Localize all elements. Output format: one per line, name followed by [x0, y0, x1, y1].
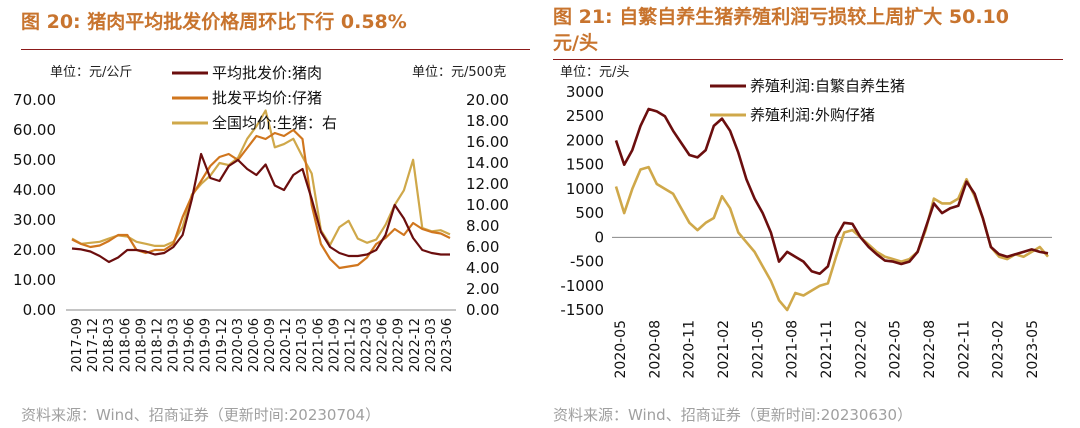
x-tick-label: 2022-02	[853, 320, 869, 379]
series-line-self	[614, 107, 1049, 275]
right-series	[614, 107, 1049, 312]
x-tick-label: 2019-03	[167, 318, 182, 372]
x-tick-label: 2020-09	[263, 318, 278, 372]
y-tick-label: -1500	[560, 301, 604, 319]
y-left-tick-label: 70.00	[13, 91, 56, 109]
x-tick-label: 2018-03	[102, 318, 117, 372]
y-left-tick-label: 30.00	[13, 211, 56, 229]
legend-label-purchased: 养殖利润:外购仔猪	[750, 106, 875, 124]
x-tick-label: 2018-09	[134, 318, 149, 372]
y-right-tick-label: 8.00	[466, 217, 499, 235]
x-tick-label: 2020-06	[247, 318, 262, 372]
right-y-axis: -1500 -1000 -500 0 500 1000 1500 2000 2500 3000	[560, 83, 1052, 319]
x-tick-label: 2018-12	[150, 318, 165, 372]
y-tick-label: 2500	[566, 107, 604, 125]
y-tick-label: 2000	[566, 131, 604, 149]
x-tick-label: 2023-03	[424, 318, 439, 372]
right-title-rule	[553, 59, 1063, 60]
y-tick-label: 0	[594, 228, 604, 246]
y-right-tick-label: 0.00	[466, 301, 499, 319]
x-tick-label: 2022-08	[922, 320, 938, 379]
right-figure-title-line2: 元/头	[553, 32, 598, 54]
x-tick-label: 2021-08	[785, 320, 801, 379]
series-line-hog	[71, 109, 451, 247]
right-source-note: 资料来源：Wind、招商证券（更新时间:20230630）	[553, 406, 913, 424]
right-axis-unit-label: 单位：元/500克	[412, 65, 506, 80]
y-right-tick-label: 12.00	[466, 175, 509, 193]
x-tick-label: 2021-12	[343, 318, 358, 372]
y-right-tick-label: 20.00	[466, 91, 509, 109]
left-chart: 单位：元/公斤 单位：元/500克 0.00 10.00 20.00 30.00 40.…	[13, 64, 509, 372]
y-left-tick-label: 20.00	[13, 241, 56, 259]
x-tick-label: 2022-03	[360, 318, 375, 372]
x-tick-label: 2023-06	[440, 318, 455, 372]
left-series	[71, 109, 451, 270]
legend-label-hog: 全国均价:生猪：右	[212, 114, 337, 132]
x-tick-label: 2017-09	[70, 318, 85, 372]
left-source-note: 资料来源：Wind、招商证券（更新时间:20230704）	[21, 406, 381, 424]
series-line-purchased	[614, 165, 1049, 312]
x-tick-label: 2021-09	[327, 318, 342, 372]
x-tick-label: 2022-09	[392, 318, 407, 372]
left-unit-label: 单位：元/公斤	[50, 65, 132, 80]
y-left-tick-label: 10.00	[13, 271, 56, 289]
y-left-tick-label: 50.00	[13, 151, 56, 169]
y-right-tick-label: 14.00	[466, 154, 509, 172]
x-tick-label: 2022-11	[956, 320, 972, 379]
x-tick-label: 2018-06	[118, 318, 133, 372]
x-tick-label: 2019-09	[199, 318, 214, 372]
right-x-axis: 2020-05 2020-08 2020-11 2021-02 2021-05 2021-…	[613, 320, 1041, 379]
left-title-rule	[21, 49, 530, 50]
x-tick-label: 2021-02	[716, 320, 732, 379]
y-right-tick-label: 4.00	[466, 259, 499, 277]
x-tick-label: 2022-06	[376, 318, 391, 372]
y-right-tick-label: 18.00	[466, 112, 509, 130]
x-tick-label: 2022-12	[408, 318, 423, 372]
right-figure-title-line1: 图 21: 自繁自养生猪养殖利润亏损较上周扩大 50.10	[553, 6, 1009, 28]
y-tick-label: 3000	[566, 83, 604, 101]
x-tick-label: 2020-11	[682, 320, 698, 379]
legend-label-piglet: 批发平均价:仔猪	[212, 89, 322, 107]
legend-label-self: 养殖利润:自繁自养生猪	[750, 77, 905, 95]
x-tick-label: 2019-06	[183, 318, 198, 372]
x-tick-label: 2021-11	[819, 320, 835, 379]
y-right-tick-label: 10.00	[466, 196, 509, 214]
y-right-tick-label: 6.00	[466, 238, 499, 256]
x-tick-label: 2020-03	[231, 318, 246, 372]
right-unit-label: 单位：元/头	[560, 65, 629, 80]
series-line-piglet	[71, 128, 451, 270]
y-left-tick-label: 40.00	[13, 181, 56, 199]
x-tick-label: 2020-05	[613, 320, 629, 379]
x-tick-label: 2022-05	[888, 320, 904, 379]
y-tick-label: 500	[575, 204, 604, 222]
y-tick-label: 1000	[566, 180, 604, 198]
y-left-tick-label: 0.00	[23, 301, 56, 319]
left-y-axis: 0.00 10.00 20.00 30.00 40.00 50.00 60.00 70.00	[13, 91, 56, 319]
x-tick-label: 2021-06	[311, 318, 326, 372]
y-tick-label: -1000	[560, 277, 604, 295]
right-y-axis: 0.00 2.00 4.00 6.00 8.00 10.00 12.00 14.00 16.00…	[466, 91, 509, 319]
x-tick-label: 2021-03	[295, 318, 310, 372]
series-line-pork	[71, 152, 450, 264]
x-tick-label: 2023-05	[1025, 320, 1041, 379]
x-tick-label: 2020-12	[279, 318, 294, 372]
y-tick-label: -500	[570, 253, 604, 271]
legend-label-pork: 平均批发价:猪肉	[212, 64, 322, 82]
left-figure-title: 图 20: 猪肉平均批发价格周环比下行 0.58%	[21, 11, 407, 33]
left-legend: 平均批发价:猪肉 批发平均价:仔猪 全国均价:生猪：右	[172, 64, 337, 132]
x-tick-label: 2020-08	[647, 320, 663, 379]
y-tick-label: 1500	[566, 156, 604, 174]
left-x-axis: 2017-09 2017-12 2018-03 2018-06 2018-09 2018-…	[70, 318, 455, 372]
right-chart: 单位：元/头 -1500 -1000 -500 0 500 1000 1500 2000 250…	[560, 65, 1052, 379]
x-tick-label: 2021-05	[750, 320, 766, 379]
x-tick-label: 2017-12	[86, 318, 101, 372]
x-tick-label: 2023-02	[991, 320, 1007, 379]
y-left-tick-label: 60.00	[13, 121, 56, 139]
right-legend: 养殖利润:自繁自养生猪 养殖利润:外购仔猪	[710, 77, 905, 124]
y-right-tick-label: 16.00	[466, 133, 509, 151]
x-tick-label: 2019-12	[215, 318, 230, 372]
y-right-tick-label: 2.00	[466, 280, 499, 298]
